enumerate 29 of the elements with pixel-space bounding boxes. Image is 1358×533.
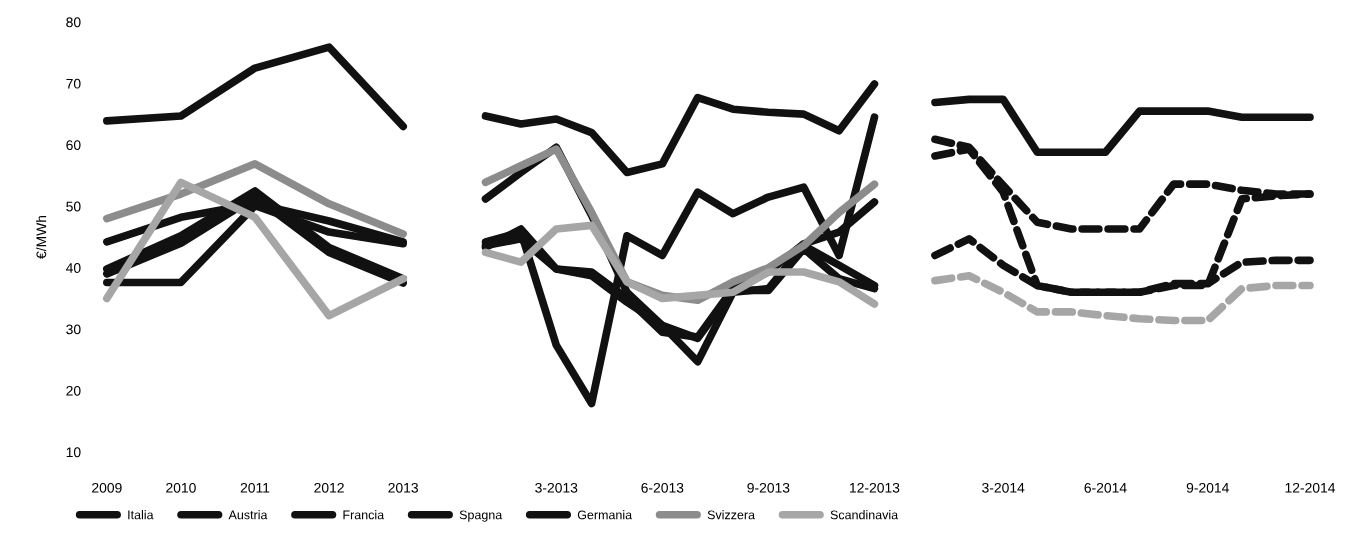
y-tick-label: 60 — [66, 140, 81, 151]
y-tick-label: 30 — [66, 324, 81, 335]
x-tick-label: 2011 — [240, 482, 270, 493]
x-tick-label: 3-2014 — [982, 482, 1025, 493]
y-tick-label: 40 — [65, 263, 81, 273]
legend-label: Francia — [343, 510, 385, 520]
y-tick-label: 10 — [66, 447, 81, 458]
legend-label: Germania — [577, 510, 633, 520]
x-tick-label: 2012 — [314, 482, 344, 493]
y-tick-label: 70 — [66, 78, 81, 89]
x-tick-label: 2009 — [92, 482, 122, 493]
legend-label: Austria — [228, 510, 268, 520]
legend-label: Svizzera — [707, 510, 756, 520]
x-tick-label: 3-2013 — [535, 482, 578, 493]
x-tick-label: 12-2013 — [850, 482, 900, 493]
y-axis-title: €/MWh — [36, 215, 47, 259]
y-tick-label: 20 — [66, 385, 81, 396]
x-tick-label: 6-2013 — [641, 482, 684, 493]
x-tick-label: 9-2013 — [747, 482, 790, 493]
x-tick-label: 6-2014 — [1084, 482, 1127, 493]
y-tick-label: 80 — [66, 17, 81, 28]
legend-label: Spagna — [459, 510, 503, 522]
x-tick-label: 9-2014 — [1186, 482, 1229, 493]
x-tick-label: 2013 — [388, 482, 418, 493]
legend-label: Italia — [128, 510, 154, 520]
y-tick-label: 50 — [66, 201, 81, 212]
legend-label: Scandinavia — [830, 510, 899, 520]
x-tick-label: 12-2014 — [1285, 482, 1336, 493]
x-tick-label: 2010 — [166, 482, 196, 493]
